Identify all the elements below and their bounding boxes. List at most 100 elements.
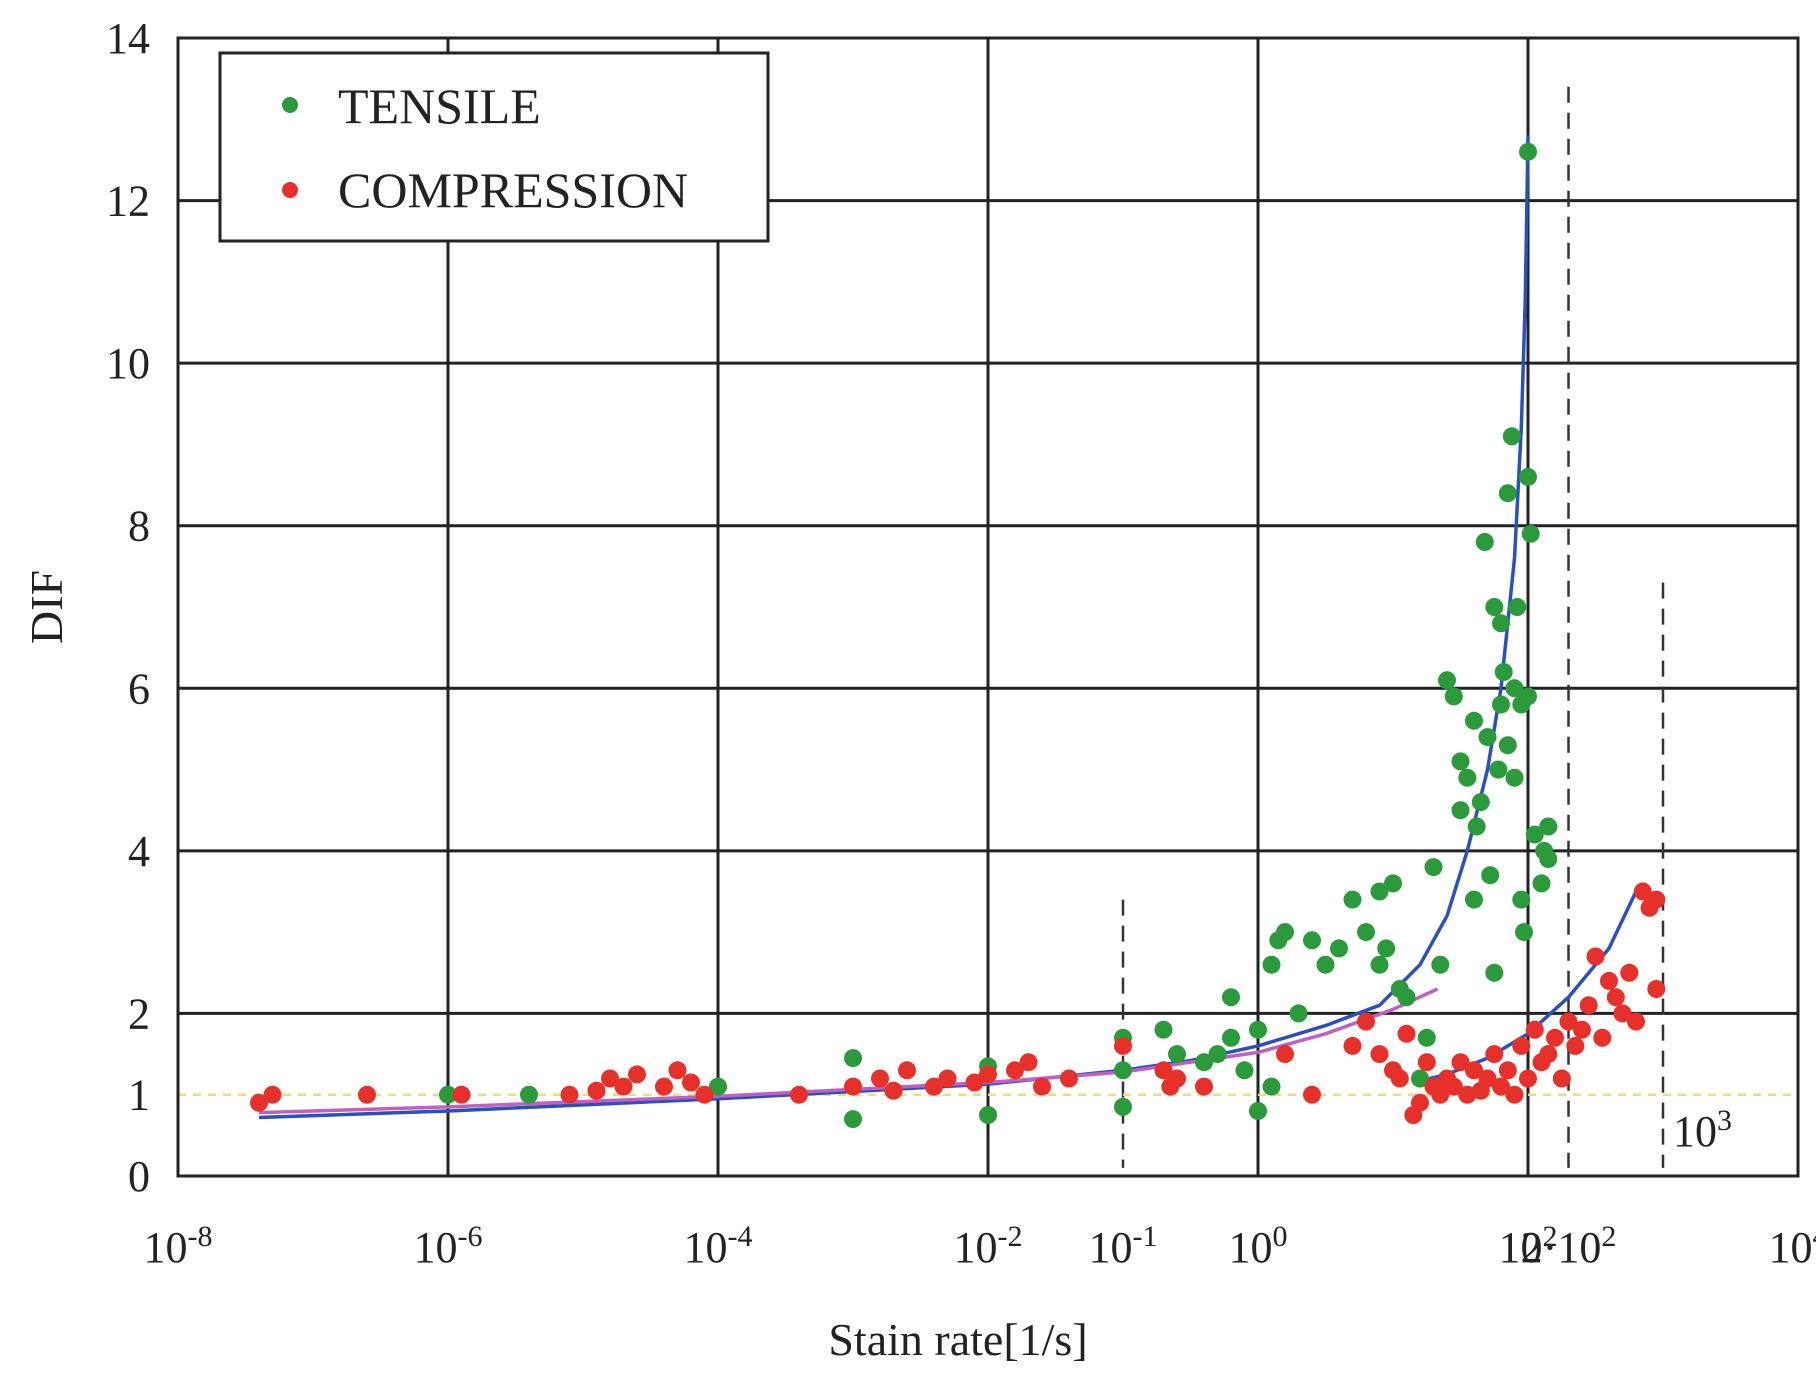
data-point-compression	[1465, 1061, 1483, 1080]
data-point-tensile	[1498, 736, 1517, 755]
data-point-compression	[1431, 1085, 1450, 1104]
data-point-compression	[1195, 1077, 1213, 1096]
data-point-tensile	[1492, 695, 1510, 714]
data-point-tensile	[1303, 931, 1321, 950]
data-point-tensile	[1478, 728, 1497, 747]
data-point-tensile	[1431, 955, 1450, 974]
data-point-compression	[1633, 882, 1652, 901]
data-point-compression	[1606, 988, 1625, 1007]
data-point-compression	[1566, 1036, 1585, 1055]
data-point-compression	[1620, 963, 1639, 982]
y-tick-label: 2	[128, 989, 150, 1038]
data-point-compression	[250, 1093, 268, 1112]
data-point-tensile	[1465, 890, 1483, 909]
data-point-compression	[1593, 1028, 1612, 1047]
data-point-compression	[871, 1069, 889, 1088]
data-point-tensile	[1519, 142, 1537, 161]
data-point-tensile	[1438, 671, 1456, 690]
data-point-compression	[1154, 1061, 1173, 1080]
data-point-tensile	[1475, 533, 1494, 551]
data-point-tensile	[1515, 923, 1533, 942]
y-tick-label: 12	[106, 177, 150, 226]
data-point-tensile	[1521, 524, 1540, 543]
data-point-compression	[1613, 1004, 1632, 1023]
data-point-tensile	[1451, 752, 1470, 771]
y-tick-label: 8	[128, 502, 150, 551]
data-point-compression	[560, 1085, 579, 1104]
data-point-compression	[1019, 1053, 1038, 1072]
data-point-compression	[1060, 1069, 1078, 1088]
data-point-tensile	[1208, 1045, 1227, 1064]
data-point-compression	[925, 1077, 943, 1096]
data-point-compression	[1370, 1045, 1389, 1064]
data-point-compression	[1525, 1020, 1544, 1039]
y-axis-title: DIF	[21, 570, 72, 644]
data-point-tensile	[1377, 939, 1396, 958]
x-tick-label: 10-4	[684, 1220, 753, 1272]
x-tick-label: 10-1	[1089, 1220, 1158, 1272]
x-tick-label: 2·102	[1521, 1220, 1617, 1272]
x-axis-title: Stain rate[1/s]	[828, 1314, 1087, 1365]
data-point-tensile	[1276, 923, 1294, 942]
data-point-compression	[1168, 1069, 1186, 1088]
data-point-compression	[1647, 980, 1666, 998]
data-point-compression	[1411, 1093, 1429, 1112]
data-point-compression	[601, 1069, 619, 1088]
legend-label-tensile: TENSILE	[338, 78, 541, 134]
data-point-tensile	[1481, 866, 1500, 885]
data-point-compression	[965, 1073, 984, 1092]
data-point-tensile	[1289, 1004, 1308, 1023]
data-point-compression	[1303, 1085, 1321, 1104]
data-point-tensile	[1494, 663, 1513, 681]
data-point-tensile	[1262, 955, 1281, 974]
data-point-tensile	[1411, 1069, 1429, 1088]
data-point-compression	[1485, 1045, 1504, 1064]
data-point-tensile	[709, 1077, 727, 1096]
data-point-tensile	[1316, 955, 1335, 974]
x-tick-label: 102	[1499, 1220, 1558, 1272]
data-point-compression	[1357, 1012, 1375, 1031]
data-point-compression	[884, 1081, 903, 1100]
data-point-tensile	[1114, 1061, 1132, 1080]
data-point-tensile	[1505, 679, 1524, 698]
x-tick-label: 100	[1229, 1220, 1288, 1272]
data-point-compression	[1552, 1069, 1571, 1088]
data-point-compression	[452, 1085, 471, 1104]
data-point-tensile	[1471, 793, 1490, 812]
data-point-tensile	[1235, 1061, 1254, 1080]
data-point-compression	[1417, 1053, 1436, 1072]
data-point-compression	[1579, 996, 1598, 1015]
data-point-tensile	[1485, 598, 1504, 616]
y-tick-label: 0	[128, 1152, 150, 1201]
data-point-compression	[1586, 947, 1605, 966]
data-point-tensile	[1539, 850, 1558, 868]
y-tick-label: 6	[128, 664, 150, 713]
data-point-compression	[358, 1085, 376, 1104]
data-point-tensile	[1489, 760, 1508, 779]
data-point-compression	[938, 1069, 957, 1088]
data-point-tensile	[1512, 890, 1531, 909]
data-point-tensile	[1397, 988, 1416, 1007]
x-tick-label: 10-6	[414, 1220, 483, 1272]
data-point-compression	[1444, 1077, 1463, 1096]
data-point-compression	[1539, 1045, 1558, 1064]
data-point-tensile	[1498, 484, 1517, 503]
data-point-tensile	[1519, 687, 1537, 706]
data-point-compression	[1451, 1053, 1470, 1072]
data-point-tensile	[979, 1106, 997, 1124]
data-point-tensile	[1519, 467, 1537, 486]
y-tick-label: 1	[128, 1071, 150, 1120]
plot-frame	[176, 36, 1800, 1178]
data-point-tensile	[1458, 768, 1477, 787]
y-tick-label: 10	[106, 339, 150, 388]
data-point-compression	[1343, 1036, 1362, 1055]
data-point-compression	[628, 1065, 646, 1084]
data-point-tensile	[1222, 988, 1240, 1007]
data-point-tensile	[1525, 825, 1544, 844]
data-point-compression	[1006, 1061, 1024, 1080]
data-point-compression	[1647, 890, 1666, 909]
data-point-tensile	[1505, 768, 1524, 787]
data-point-tensile	[1451, 801, 1470, 820]
data-point-compression	[1492, 1077, 1510, 1096]
data-point-tensile	[1168, 1045, 1186, 1064]
